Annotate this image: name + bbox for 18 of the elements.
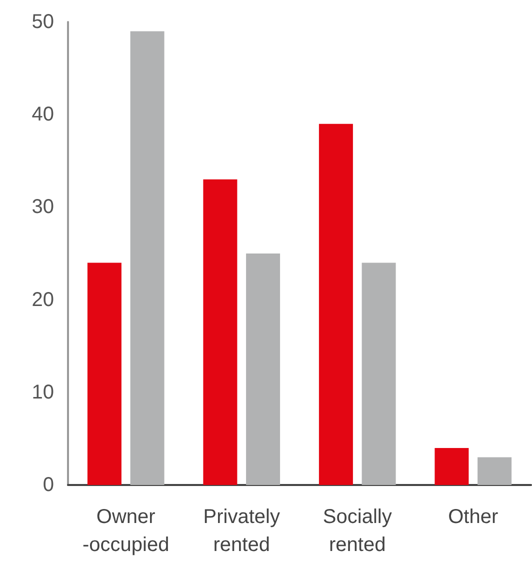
bar [246,254,280,485]
y-tick-label: 20 [32,288,54,311]
x-tick-label: Owner -occupied [82,506,170,556]
bar [362,262,396,485]
bar [434,448,469,485]
bar [130,31,164,485]
y-tick-label: 30 [32,196,54,218]
x-tick-label: Socially rented [322,506,392,556]
x-tick-label: Other [448,506,498,528]
y-tick-label: 40 [32,104,54,126]
x-tick-label: Privately rented [203,506,280,556]
bar [478,457,512,485]
y-tick-label: 50 [32,11,54,33]
y-tick-label: 10 [32,381,54,404]
bar [318,124,353,485]
bar [203,179,238,485]
y-tick-label: 0 [42,474,54,496]
bar [87,262,122,485]
